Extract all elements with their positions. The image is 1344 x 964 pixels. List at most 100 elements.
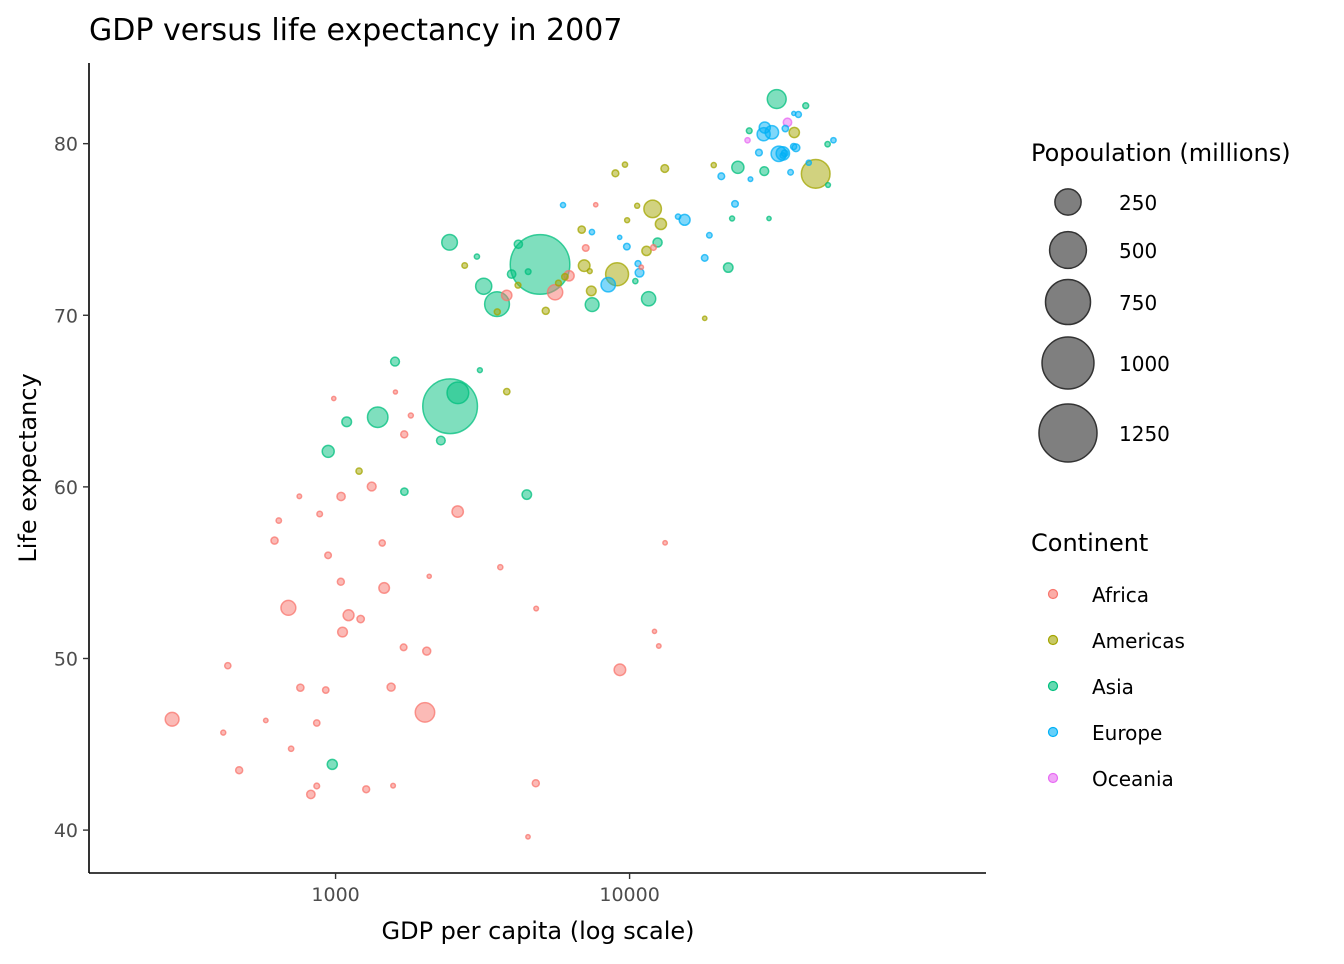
size-legend-key xyxy=(1038,403,1098,463)
data-point xyxy=(426,573,433,580)
data-point xyxy=(378,581,391,594)
data-point xyxy=(790,110,797,117)
data-point xyxy=(270,536,279,545)
data-point xyxy=(649,243,658,252)
color-legend-title: Continent xyxy=(1031,529,1148,557)
data-point xyxy=(621,161,629,168)
data-point xyxy=(805,159,813,167)
data-point xyxy=(705,231,713,239)
data-point xyxy=(336,626,349,638)
data-point xyxy=(678,213,691,227)
data-point xyxy=(781,124,790,133)
data-point xyxy=(414,701,436,723)
data-point xyxy=(312,719,321,727)
data-point xyxy=(336,491,346,502)
size-legend: 250 500 750 1000 1250 xyxy=(1038,188,1170,463)
data-point xyxy=(554,279,563,287)
size-legend-key xyxy=(1054,188,1082,216)
data-point xyxy=(622,242,631,251)
data-point xyxy=(611,169,620,178)
color-legend-key xyxy=(1047,726,1059,738)
data-point xyxy=(399,430,409,439)
color-legend-key xyxy=(1047,588,1059,600)
data-point xyxy=(220,729,227,736)
y-axis-label: Life expectancy xyxy=(14,373,42,562)
data-point xyxy=(643,199,663,219)
data-point xyxy=(461,261,469,270)
color-legend-label: Asia xyxy=(1092,675,1134,699)
data-point xyxy=(324,551,333,560)
size-legend-key xyxy=(1044,278,1092,326)
data-point xyxy=(779,152,787,159)
data-point xyxy=(493,308,502,316)
data-point xyxy=(632,277,639,285)
data-point xyxy=(321,444,335,459)
data-point xyxy=(766,215,772,222)
data-point xyxy=(389,356,401,367)
y-tick-label: 50 xyxy=(54,648,78,670)
x-axis-ticks: 1000 10000 xyxy=(311,873,660,906)
x-axis-label: GDP per capita (log scale) xyxy=(381,917,694,945)
data-point xyxy=(754,148,764,157)
data-point xyxy=(164,711,180,727)
data-point xyxy=(336,577,346,586)
data-point xyxy=(654,217,668,231)
data-point xyxy=(613,663,627,677)
data-point xyxy=(660,163,670,174)
data-point xyxy=(641,245,652,257)
data-point xyxy=(330,395,337,402)
data-point xyxy=(362,785,371,794)
x-tick-label: 1000 xyxy=(311,884,359,906)
y-tick-label: 80 xyxy=(54,134,78,156)
data-point xyxy=(584,296,600,313)
data-point xyxy=(577,259,591,273)
data-point xyxy=(559,201,567,209)
data-point xyxy=(824,140,832,148)
data-point xyxy=(731,160,745,175)
data-point xyxy=(638,264,645,271)
data-point xyxy=(451,505,465,519)
y-axis-ticks: 40 50 60 70 80 xyxy=(54,134,89,842)
y-tick-label: 60 xyxy=(54,477,78,499)
data-point xyxy=(728,215,736,222)
data-point xyxy=(525,833,531,840)
data-point xyxy=(787,168,795,176)
data-point xyxy=(789,142,798,151)
data-point xyxy=(710,161,718,169)
data-point xyxy=(802,102,810,110)
color-legend-key xyxy=(1047,634,1059,646)
data-point xyxy=(502,387,511,396)
color-legend-key xyxy=(1047,772,1059,784)
color-legend-label: Europe xyxy=(1092,721,1162,745)
data-point xyxy=(616,234,623,241)
color-legend: Africa Americas Asia Europe Oceania xyxy=(1047,583,1185,791)
data-point xyxy=(305,789,316,800)
color-legend-label: Oceania xyxy=(1092,767,1174,791)
data-point xyxy=(546,283,564,301)
data-point xyxy=(355,467,363,475)
data-point xyxy=(513,239,524,250)
data-point xyxy=(399,487,409,497)
data-point xyxy=(342,609,355,622)
data-point xyxy=(366,406,389,429)
data-point xyxy=(496,563,504,571)
data-point xyxy=(422,646,432,656)
data-point xyxy=(759,165,770,177)
data-point xyxy=(356,614,366,624)
data-point xyxy=(441,233,459,251)
data-point xyxy=(747,176,754,183)
data-point xyxy=(275,517,283,524)
points-layer xyxy=(164,88,837,840)
color-legend-label: Africa xyxy=(1092,583,1149,607)
data-point xyxy=(586,267,593,275)
data-point xyxy=(800,158,831,189)
data-point xyxy=(262,717,269,724)
data-point xyxy=(560,272,569,281)
chart-title: GDP versus life expectancy in 2007 xyxy=(89,13,622,48)
data-point xyxy=(366,481,377,492)
data-point xyxy=(474,277,493,296)
data-point xyxy=(674,213,682,220)
x-tick-label: 10000 xyxy=(599,884,659,906)
data-point xyxy=(521,489,533,501)
data-point xyxy=(745,127,753,135)
